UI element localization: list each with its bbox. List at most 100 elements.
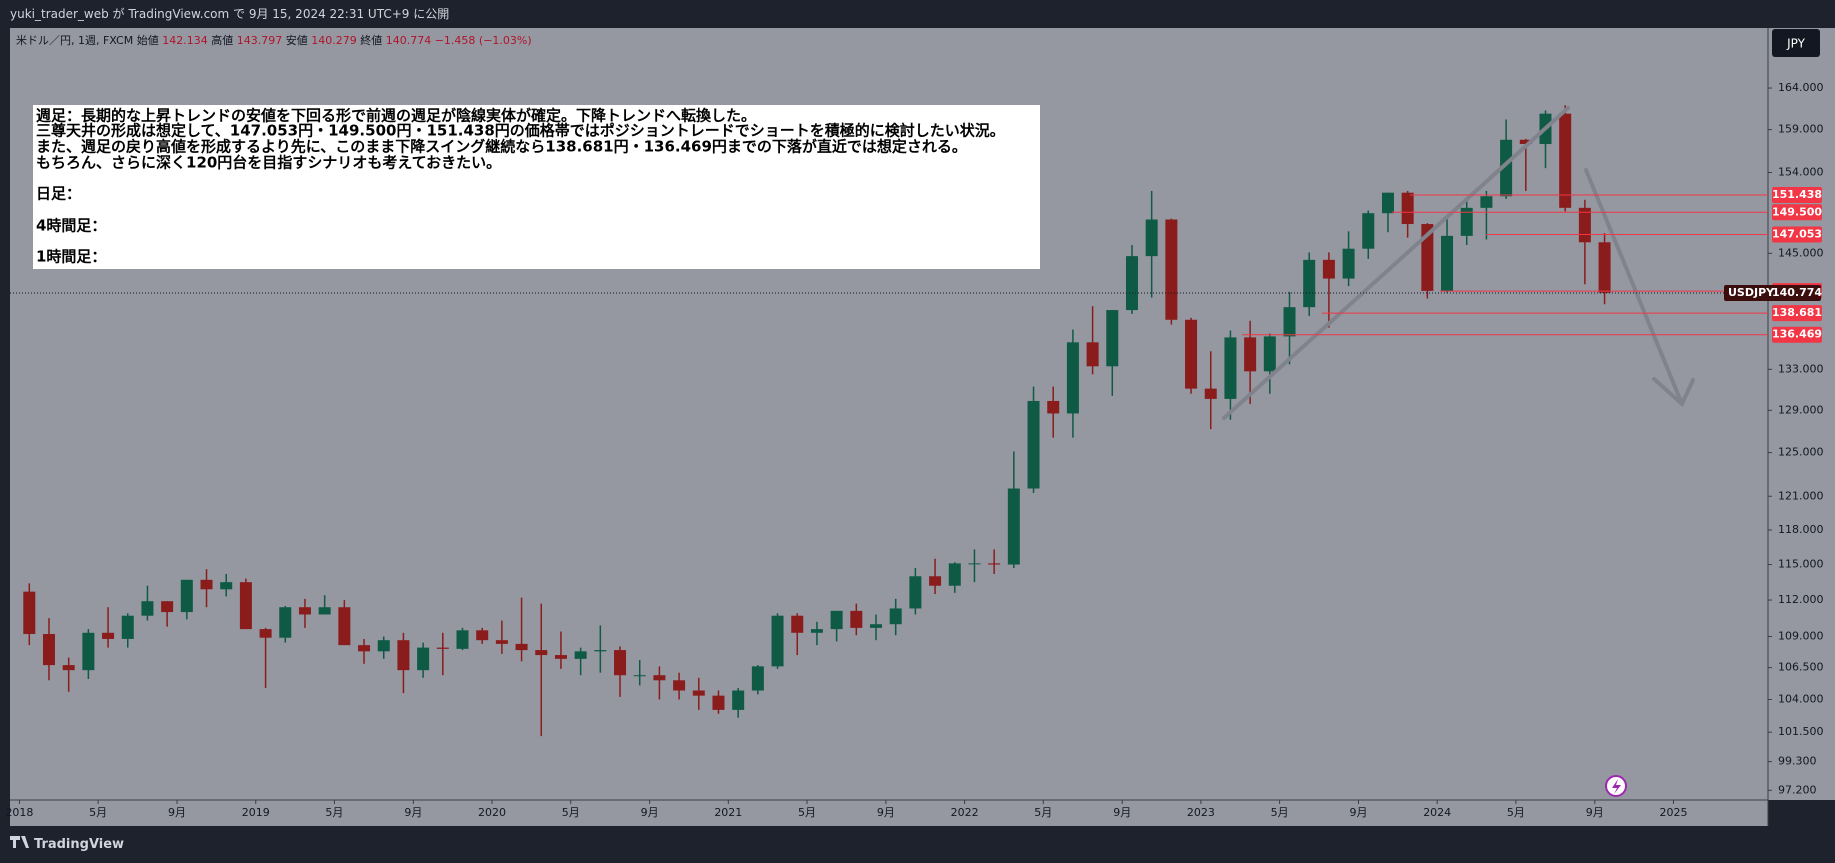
candle-body — [377, 640, 390, 652]
y-tick-label: 133.000 — [1778, 362, 1824, 375]
legend-item: 終値 — [360, 33, 382, 47]
y-tick-label: 164.000 — [1778, 81, 1824, 94]
candle-body — [1244, 337, 1257, 372]
x-tick-label: 5月 — [1507, 806, 1525, 819]
y-tick-label: 145.000 — [1778, 246, 1824, 259]
price-label: 140.774 — [1772, 286, 1822, 299]
x-tick-label: 9月 — [1586, 806, 1604, 819]
x-tick-label: 9月 — [1113, 806, 1131, 819]
candle-body — [220, 582, 233, 590]
candle-body — [1578, 207, 1591, 243]
candle-body — [653, 675, 666, 681]
x-tick-label: 9月 — [877, 806, 895, 819]
level-label: 151.438 — [1772, 188, 1822, 201]
trend-arrow — [1222, 106, 1570, 420]
x-tick-label: 2025 — [1659, 806, 1687, 819]
candle-body — [692, 690, 705, 696]
candle-body — [889, 608, 902, 625]
candle-body — [1460, 207, 1473, 236]
x-tick-label: 5月 — [1034, 806, 1052, 819]
y-tick-label: 104.000 — [1778, 693, 1824, 706]
candle-body — [1303, 259, 1316, 308]
currency-label[interactable]: JPY — [1786, 37, 1806, 51]
candle-body — [1263, 336, 1276, 372]
candle-body — [968, 563, 981, 565]
brand-logo — [10, 836, 29, 848]
candle-body — [1381, 192, 1394, 214]
y-tick-label: 101.500 — [1778, 725, 1824, 738]
candle-body — [929, 576, 942, 586]
price-axis — [1768, 28, 1835, 800]
level-tag — [1772, 305, 1822, 322]
candle-body — [1047, 400, 1060, 414]
note-line: 週足：長期的な上昇トレンドの安値を下回る形で前週の週足が陰線実体が確定。下降トレ… — [36, 107, 756, 125]
candle-body — [515, 643, 528, 651]
series — [23, 105, 1611, 737]
y-tick-label: 121.000 — [1778, 489, 1824, 502]
header: yuki_trader_web が TradingView.com で 9月 1… — [0, 0, 1835, 28]
candle-body — [23, 591, 36, 635]
candle-body — [1066, 342, 1079, 414]
y-tick-label: 115.000 — [1778, 558, 1824, 571]
y-tick-label: 112.000 — [1778, 593, 1824, 606]
note-box — [33, 105, 1040, 269]
note-line: また、週足の戻り高値を形成するより先に、このまま下降スイング継続なら138.68… — [36, 138, 967, 156]
footer-brand[interactable]: TradingView — [0, 826, 1835, 863]
candle-body — [298, 607, 311, 615]
candle-body — [673, 680, 686, 691]
x-tick-label: 2019 — [242, 806, 270, 819]
candle-body — [239, 582, 252, 630]
candle-body — [830, 610, 843, 630]
candle-body — [771, 615, 784, 667]
candle-body — [1165, 219, 1178, 320]
y-tick-label: 159.000 — [1778, 123, 1824, 136]
legend-item: 143.797 — [237, 34, 283, 47]
candle-body — [338, 607, 351, 646]
candle-body — [594, 650, 607, 652]
price-tag — [1724, 285, 1821, 302]
level-tag — [1772, 187, 1822, 204]
x-tick-label: 2024 — [1423, 806, 1451, 819]
legend: 米ドル／円, 1週, FXCM 始値 142.134 高値 143.797 安値… — [16, 33, 532, 47]
currency-button[interactable] — [1772, 29, 1820, 57]
candle-body — [1224, 337, 1237, 399]
candle-body — [495, 640, 508, 644]
x-tick-label: 9月 — [1350, 806, 1368, 819]
level-tag — [1772, 204, 1822, 221]
candle-body — [82, 632, 95, 671]
x-tick-label: 9月 — [168, 806, 186, 819]
x-tick-label: 5月 — [798, 806, 816, 819]
candle-body — [751, 666, 764, 691]
y-tick-label: 109.000 — [1778, 629, 1824, 642]
candle-body — [732, 690, 745, 710]
candle-body — [791, 615, 804, 633]
level-label: 138.681 — [1772, 306, 1822, 319]
candle-body — [909, 576, 922, 609]
candle-body — [1401, 192, 1414, 225]
candle-body — [62, 665, 75, 671]
candle-body — [180, 579, 193, 613]
symbol-label: USDJPY — [1728, 286, 1775, 299]
x-tick-label: 5月 — [325, 806, 343, 819]
candle-body — [436, 647, 449, 649]
x-tick-label: 2018 — [5, 806, 33, 819]
note-heading: 1時間足： — [36, 248, 106, 266]
candle-body — [1204, 388, 1217, 399]
candle-body — [1007, 488, 1020, 565]
candle-body — [1480, 196, 1493, 208]
candle-body — [870, 624, 883, 628]
x-tick-label: 2022 — [951, 806, 979, 819]
candle-body — [397, 640, 410, 671]
x-tick-label: 5月 — [1271, 806, 1289, 819]
y-tick-label: 125.000 — [1778, 446, 1824, 459]
level-tag — [1772, 326, 1822, 343]
legend-item: 140.279 — [311, 34, 357, 47]
x-tick-label: 5月 — [562, 806, 580, 819]
candle-body — [1362, 213, 1375, 249]
candle-body — [161, 601, 174, 613]
candle-body — [948, 563, 961, 586]
legend-item: 140.774 — [386, 34, 432, 47]
events-icon-bolt — [1612, 779, 1621, 794]
